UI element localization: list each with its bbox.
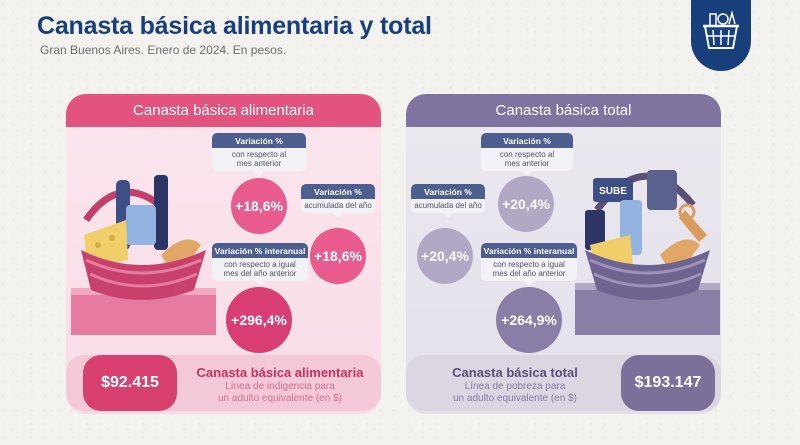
total-price-desc-line2: un adulto equivalente (en $)	[453, 393, 577, 404]
food-price-desc: Línea de indigencia para un adulto equiv…	[185, 381, 375, 405]
total-ytd-label: Variación % acumulada del año	[411, 184, 485, 218]
food-price-desc-line2: un adulto equivalente (en $)	[218, 393, 342, 404]
food-ytd-label-tail	[333, 213, 343, 218]
total-monthly-value: +20,4%	[498, 176, 554, 232]
food-monthly-label-line2: mes anterior	[236, 159, 282, 168]
food-yoy-value: +296,4%	[226, 287, 292, 353]
food-ytd-label: Variación % acumulada del año	[301, 184, 375, 218]
food-price-title: Canasta básica alimentaria	[196, 365, 364, 380]
food-yoy-label-line1: con respecto a igual	[224, 260, 296, 269]
total-yoy-label-tail	[524, 281, 534, 286]
total-ytd-value: +20,4%	[417, 228, 473, 284]
total-price-desc: Línea de pobreza para un adulto equivale…	[415, 381, 615, 405]
total-ytd-label-head: Variación %	[411, 184, 485, 199]
total-monthly-label-line2: mes anterior	[504, 159, 550, 168]
shopping-basket-icon	[703, 10, 739, 49]
food-monthly-label-head: Variación %	[212, 133, 306, 148]
total-ytd-label-tail	[443, 213, 453, 218]
food-monthly-label-body: con respecto al mes anterior	[212, 148, 306, 171]
food-price-tag: $92.415	[83, 355, 177, 411]
food-yoy-label-head: Variación % interanual	[212, 243, 308, 258]
total-yoy-label-head: Variación % interanual	[481, 243, 577, 258]
food-yoy-label-body: con respecto a igual mes del año anterio…	[212, 258, 308, 281]
food-ytd-label-head: Variación %	[301, 184, 375, 199]
total-yoy-label-body: con respecto a igual mes del año anterio…	[481, 258, 577, 281]
food-monthly-value: +18,6%	[231, 178, 287, 234]
total-ytd-label-line1: acumulada del año	[414, 201, 482, 210]
total-monthly-label-body: con respecto al mes anterior	[481, 148, 573, 171]
food-ytd-label-line1: acumulada del año	[304, 201, 372, 210]
page-subtitle: Gran Buenos Aires. Enero de 2024. En pes…	[40, 43, 287, 57]
total-monthly-label-tail	[522, 171, 532, 176]
food-monthly-label: Variación % con respecto al mes anterior	[212, 133, 306, 176]
total-monthly-label: Variación % con respecto al mes anterior	[481, 133, 573, 176]
food-basket-illustration	[71, 175, 216, 335]
total-price-tag: $193.147	[621, 355, 715, 411]
total-price-desc-line1: Línea de pobreza para	[464, 381, 566, 392]
food-yoy-label-line2: mes del año anterior	[223, 269, 297, 278]
food-monthly-label-tail	[254, 171, 264, 176]
total-ytd-label-body: acumulada del año	[411, 199, 485, 213]
food-monthly-label-line1: con respecto al	[231, 150, 287, 159]
food-price-desc-line1: Línea de indigencia para	[225, 381, 335, 392]
total-yoy-label: Variación % interanual con respecto a ig…	[481, 243, 577, 286]
total-monthly-label-line1: con respecto al	[499, 150, 555, 159]
page-title: Canasta básica alimentaria y total	[37, 12, 432, 40]
logo-badge	[691, 0, 751, 71]
food-yoy-label-tail	[255, 281, 265, 286]
total-price-title: Canasta básica total	[452, 365, 578, 380]
total-yoy-label-line2: mes del año anterior	[492, 269, 566, 278]
total-basket-illustration: SUBE	[575, 170, 720, 335]
total-basket-header: Canasta básica total	[406, 94, 721, 127]
food-yoy-label: Variación % interanual con respecto a ig…	[212, 243, 308, 286]
total-yoy-label-line1: con respecto a igual	[493, 260, 565, 269]
food-ytd-value: +18,6%	[310, 228, 366, 284]
sube-card-text: SUBE	[599, 186, 627, 197]
total-yoy-value: +264,9%	[496, 287, 562, 353]
food-ytd-label-body: acumulada del año	[301, 199, 375, 213]
total-monthly-label-head: Variación %	[481, 133, 573, 148]
food-basket-header: Canasta básica alimentaria	[66, 94, 381, 127]
